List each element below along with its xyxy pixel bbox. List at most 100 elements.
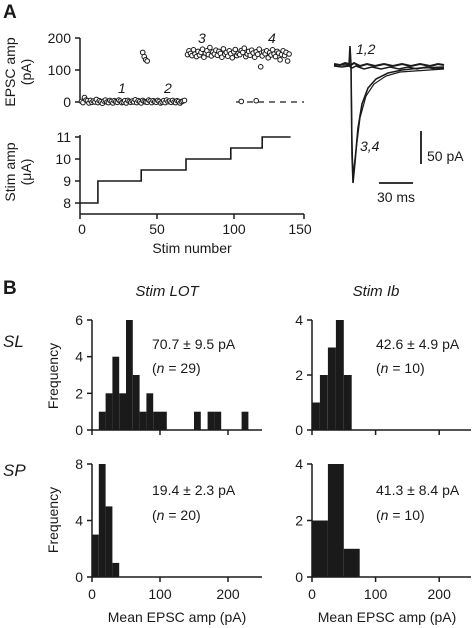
y-tick-label: 2 [295,367,303,383]
x-tick-label: 200 [428,586,452,602]
y-axis-label-unit: (μA) [18,159,34,186]
y-tick-label: 0 [75,569,83,585]
row-label-sp: SP [3,461,26,480]
annotation-3: 3 [198,30,206,46]
scatter-points [78,44,292,107]
histogram-stim-ib-sp: 0 2 4 0 100 200 [295,456,471,602]
x-tick-label: 200 [216,586,240,602]
y-tick-label: 0 [75,422,83,438]
y-axis-label: Frequency [45,487,61,553]
y-tick-label: 9 [63,173,71,189]
histogram-bar [132,375,140,430]
histogram-bar [214,411,222,430]
y-axis-label: Stim amp [2,142,18,201]
x-tick-label: 100 [364,586,388,602]
y-tick-label: 4 [75,349,83,365]
stat-n-ib-sp: (n = 10) [376,507,425,523]
scatter-point [272,53,279,60]
scatter-point [144,58,150,64]
histogram-stim-ib-sl: 0 2 4 [295,312,471,438]
scatter-point [253,97,260,104]
scatter-point [220,46,227,52]
histogram-bar [343,375,352,430]
histogram-bar [92,534,99,577]
y-axis-label: Frequency [45,343,61,409]
scatter-point [286,51,292,57]
trace-label-1-2: 1,2 [356,41,376,57]
stim-amp-step-plot: 8 9 10 11 0 50 100 150 Stim number Stim … [2,129,312,256]
histogram-stim-lot-sl: 0 2 4 6 [75,312,262,438]
y-tick-label: 0 [295,569,303,585]
stat-n-lot-sl: (n = 29) [152,360,201,376]
histogram-bar [139,411,147,430]
panel-label-b: B [3,278,17,299]
histogram-bar [105,393,113,430]
epsc-traces: 1,2 3,4 50 pA 30 ms [333,41,464,205]
stat-mean-lot-sl: 70.7 ± 9.5 pA [152,336,236,352]
stat-n-lot-sp: (n = 20) [152,507,201,523]
x-tick-label: 0 [308,586,316,602]
x-tick-label: 0 [88,586,96,602]
time-scale-label: 30 ms [377,189,415,205]
x-axis-label: Mean EPSC amp (pA) [318,609,457,625]
scatter-point [241,45,248,52]
x-tick-label: 100 [222,221,246,237]
histogram-bar [98,411,106,430]
x-tick-label: 0 [78,221,86,237]
scatter-point [257,64,264,70]
scatter-point [277,57,283,63]
annotation-4: 4 [268,30,276,46]
y-tick-label: 200 [48,30,72,46]
scatter-point [181,97,188,104]
stim-amp-step-line [80,136,291,204]
histogram-bar [98,464,106,577]
histogram-bar [194,411,201,430]
y-tick-label: 100 [48,62,72,78]
scatter-point [256,46,263,53]
histogram-bar [146,393,154,430]
y-tick-label: 4 [295,312,303,328]
histogram-bar [160,411,167,430]
column-title-stim-lot: Stim LOT [135,283,200,300]
scatter-point [229,55,236,61]
panel-label-a: A [3,2,17,23]
y-tick-label: 8 [63,195,71,211]
x-axis-label: Mean EPSC amp (pA) [108,609,247,625]
y-tick-label: 6 [75,312,83,328]
histogram-bar [207,411,215,430]
histogram-bar [241,411,249,430]
scatter-point [284,58,291,64]
current-scale-label: 50 pA [427,148,464,164]
y-tick-label: 2 [295,513,303,529]
y-tick-label: 4 [75,513,83,529]
histogram-bar [126,320,133,430]
trace-epsc-3-4b [349,64,445,177]
y-axis-label-unit: (pA) [18,59,34,85]
x-tick-label: 150 [288,221,312,237]
y-tick-label: 11 [56,129,71,145]
scatter-point [207,44,213,51]
y-tick-label: 0 [63,94,71,110]
scatter-point [238,98,245,105]
y-tick-label: 2 [75,385,83,401]
histogram-bar [105,506,113,577]
histogram-bar [327,347,336,430]
y-axis-label: EPSC amp [2,37,18,106]
histogram-bar [153,411,160,430]
y-tick-label: 8 [75,456,83,472]
histogram-bar [312,402,320,430]
histogram-bar [112,562,120,577]
trace-label-3-4: 3,4 [360,138,380,154]
histogram-bar [335,320,344,430]
column-title-stim-ib: Stim Ib [353,283,400,300]
epsc-amp-scatter-plot: 0 100 200 EPSC amp (pA) 1 2 3 4 [2,30,304,110]
row-label-sl: SL [3,332,24,351]
x-tick-label: 100 [148,586,172,602]
trace-epsc-3-4 [334,45,445,184]
histogram-bar [327,464,344,577]
annotation-2: 2 [163,80,172,96]
x-axis-label: Stim number [152,240,232,256]
y-tick-label: 0 [295,422,303,438]
scatter-point [232,46,239,53]
